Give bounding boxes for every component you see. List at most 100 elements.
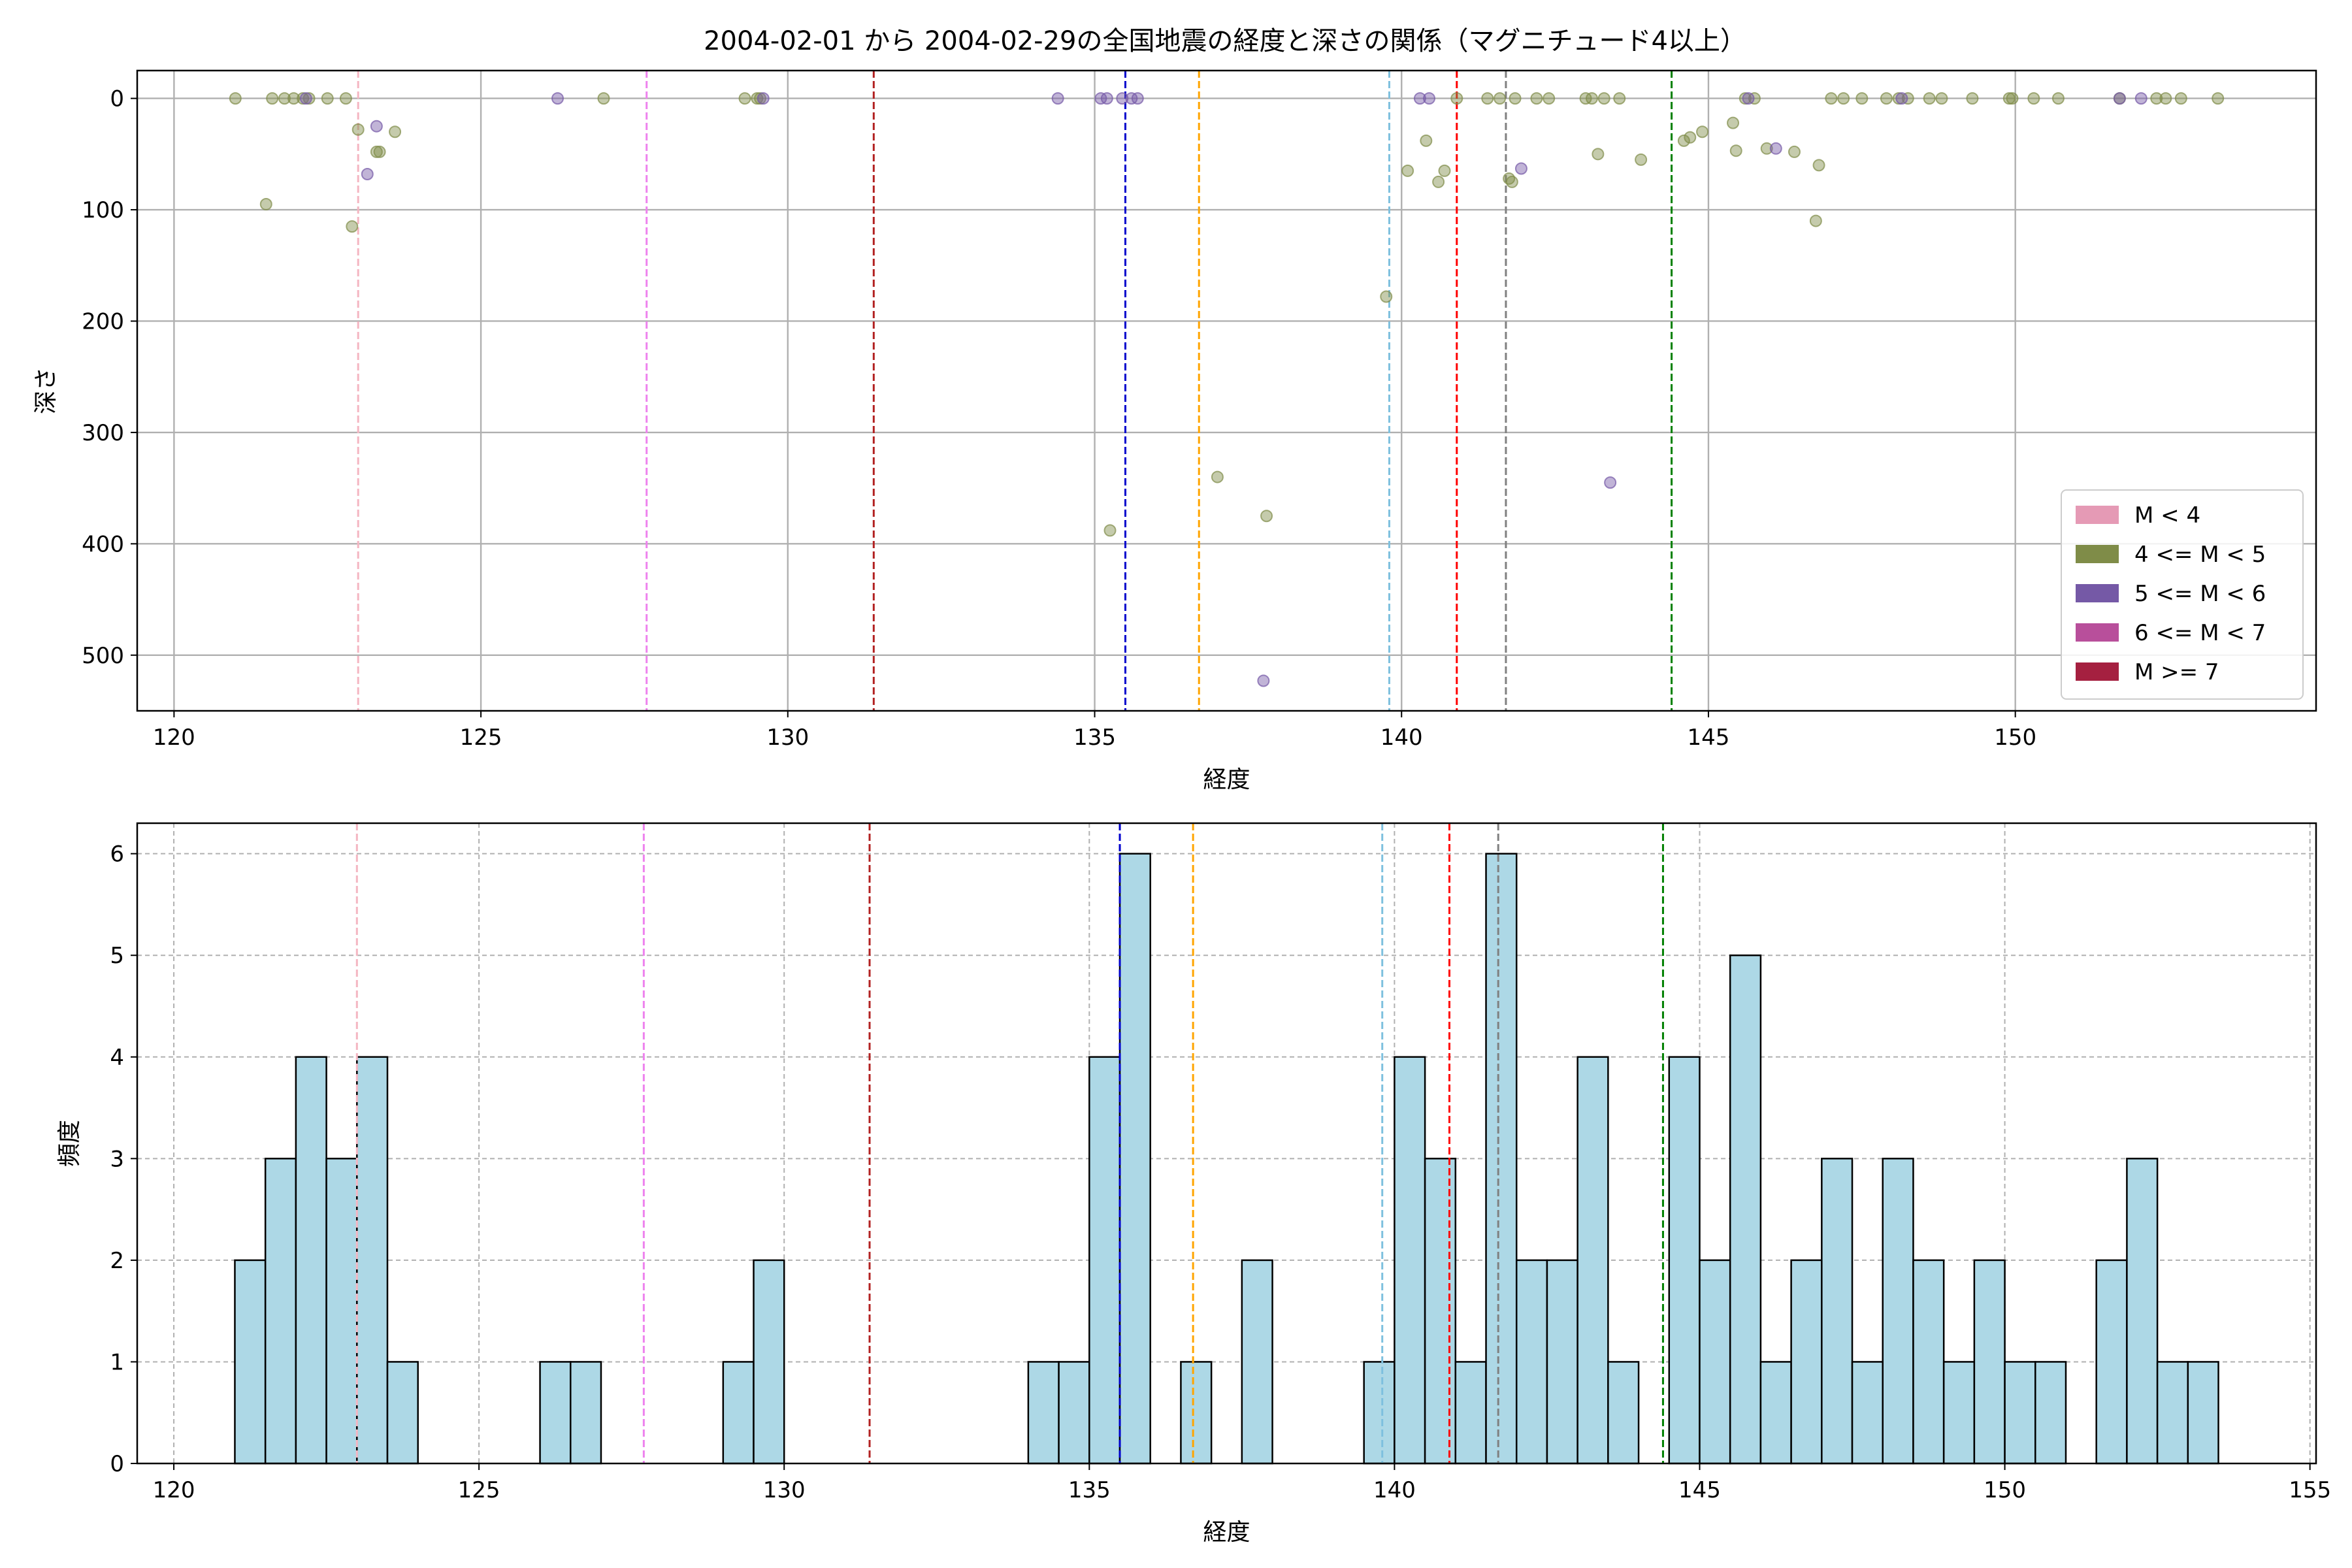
y-axis-label: 深さ [33,367,59,414]
data-point [2027,92,2040,105]
data-point [361,168,374,181]
data-point [370,145,383,158]
chart-title: 2004-02-01 から 2004-02-29の全国地震の経度と深さの関係（マ… [704,26,1746,56]
legend-swatch [2076,545,2119,563]
histogram-bar [1576,1056,1609,1465]
data-point [1760,142,1773,155]
y-tick-label: 100 [82,197,124,223]
data-point [1809,214,1822,227]
y-tick-label: 400 [82,531,124,557]
histogram-bar [753,1259,785,1465]
data-point [1585,92,1598,105]
data-point [1432,175,1445,188]
histogram-bar [356,1056,389,1465]
data-point [229,92,242,105]
data-point [1592,148,1605,161]
data-point [346,220,359,233]
legend-label: M >= 7 [2134,659,2219,685]
x-tick-label: 125 [458,1477,500,1503]
data-point [1260,510,1273,523]
histogram-bar [1058,1361,1090,1465]
y-tick-label: 6 [110,841,124,868]
histogram-bar [1180,1361,1213,1465]
data-point [370,120,383,133]
data-point [1423,92,1436,105]
data-point [1769,142,1782,155]
histogram-bar [1729,954,1762,1465]
scatter-chart: 120 125 130 135 140 145 150 0 100 200 300 400 500 経度 深… [33,69,2317,793]
data-point [1825,92,1838,105]
data-point [1494,92,1507,105]
histogram-bar [1454,1361,1487,1465]
data-point [1696,125,1709,139]
x-tick-label: 135 [1068,1477,1111,1503]
legend-swatch [2076,662,2119,681]
data-point [1923,92,1936,105]
data-point [1211,470,1224,483]
y-tick-label: 0 [110,86,124,112]
histogram-chart: 120 125 130 135 140 145 150 155 0 1 2 3 4 5 6 経度 頻度 [56,822,2331,1546]
legend-swatch [2076,584,2119,602]
data-point [1635,153,1648,166]
x-tick-label: 120 [153,1477,195,1503]
data-point [597,92,610,105]
histogram-bar [1942,1361,1976,1465]
legend-swatch [2076,623,2119,642]
plot-frame [136,822,2317,1465]
data-point [1812,159,1825,172]
data-point [1880,92,1893,105]
histogram-bar [1485,853,1518,1465]
data-point [754,92,767,105]
data-point [1530,92,1543,105]
data-point [1116,92,1129,105]
data-point [2134,92,2148,105]
data-point [1742,92,1755,105]
y-tick-label: 5 [110,943,124,969]
x-tick-label: 155 [2289,1477,2331,1503]
data-point [1257,674,1270,687]
data-point [2159,92,2172,105]
histogram-bar [1394,1056,1426,1465]
x-axis-label: 経度 [1203,1519,1250,1546]
data-point [302,92,316,105]
data-point [1604,476,1617,489]
histogram-bar [1119,853,1151,1465]
legend-label: 6 <= M < 7 [2134,620,2266,646]
data-point [1514,162,1527,175]
histogram-bar [2004,1361,2036,1465]
x-tick-label: 135 [1073,725,1116,751]
histogram-bar [1363,1361,1396,1465]
data-point [339,92,352,105]
data-point [1413,92,1426,105]
x-tick-label: 120 [153,725,195,751]
data-point [2006,92,2019,105]
data-point [351,123,365,136]
data-point [2113,92,2126,105]
histogram-bar [2156,1361,2189,1465]
histogram-bar [539,1361,572,1465]
data-point [1597,92,1610,105]
y-tick-label: 4 [110,1045,124,1071]
data-point [1505,175,1518,188]
histogram-bar [2187,1361,2219,1465]
data-point [373,145,386,158]
x-tick-label: 125 [460,725,502,751]
data-point [299,92,312,105]
histogram-bar [1882,1158,1914,1465]
histogram-bar [1546,1259,1578,1465]
legend-swatch [2076,506,2119,524]
data-point [266,92,279,105]
data-point [287,92,301,105]
y-tick-label: 2 [110,1248,124,1274]
data-point [757,92,770,105]
data-point [1438,164,1451,177]
data-point [2212,92,2225,105]
histogram-bar [570,1361,602,1465]
legend-label: 5 <= M < 6 [2134,581,2266,607]
y-tick-label: 200 [82,308,124,335]
histogram-bar [325,1158,358,1465]
y-tick-label: 0 [110,1451,124,1477]
data-point [2150,92,2163,105]
data-point [1892,92,1905,105]
data-point [1380,290,1393,303]
